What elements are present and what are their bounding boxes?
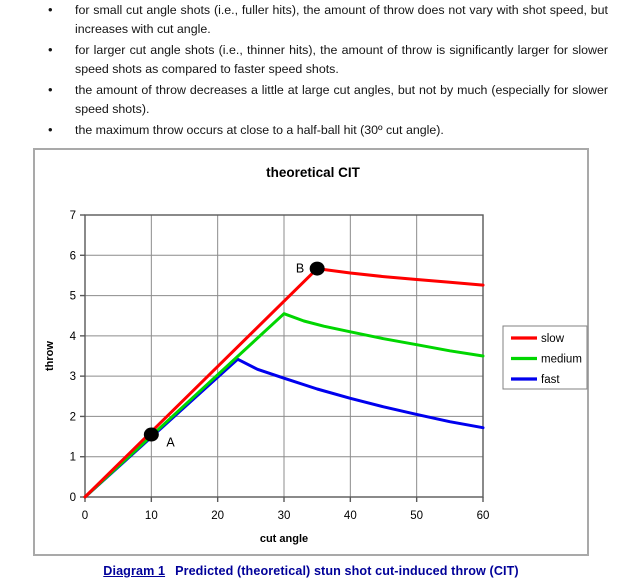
- bullet-marker: •: [48, 42, 53, 57]
- y-tick-label: 0: [70, 492, 76, 504]
- legend-label-slow: slow: [541, 333, 565, 345]
- y-tick-label: 6: [70, 250, 76, 262]
- bullet-item: • for larger cut angle shots (i.e., thin…: [48, 41, 608, 79]
- bullet-item: • the maximum throw occurs at close to a…: [48, 121, 608, 140]
- bullet-text: the amount of throw decreases a little a…: [75, 83, 608, 116]
- y-tick-label: 2: [70, 411, 76, 423]
- chart-title: theoretical CIT: [266, 165, 361, 180]
- x-tick-label: 30: [278, 510, 291, 522]
- chart-frame: theoretical CIT 0 10 20 30 40 50 60 0 1 2 3 4 5 6 7 cut …: [33, 148, 589, 556]
- figure-caption: Diagram 1 Predicted (theoretical) stun sh…: [0, 564, 622, 578]
- series-medium: [83, 312, 485, 499]
- bullet-item: • for small cut angle shots (i.e., fulle…: [48, 1, 608, 39]
- chart: theoretical CIT 0 10 20 30 40 50 60 0 1 2 3 4 5 6 7 cut …: [35, 150, 588, 558]
- point-marker-A: [143, 427, 159, 442]
- figure-caption-label: Diagram 1: [103, 564, 166, 578]
- x-tick-label: 10: [145, 510, 158, 522]
- figure-caption-text: Predicted (theoretical) stun shot cut-in…: [175, 564, 519, 578]
- bullet-text: for larger cut angle shots (i.e., thinne…: [75, 43, 608, 76]
- bullet-marker: •: [48, 82, 53, 97]
- legend-label-medium: medium: [541, 354, 582, 366]
- x-axis-title: cut angle: [260, 533, 308, 545]
- chart-canvas: theoretical CIT 0 10 20 30 40 50 60 0 1 2 3 4 5 6 7 cut …: [44, 165, 588, 545]
- y-tick-label: 5: [70, 291, 76, 303]
- y-tick-label: 3: [70, 371, 76, 383]
- series-fast: [83, 357, 485, 499]
- bullet-text: for small cut angle shots (i.e., fuller …: [75, 3, 608, 36]
- y-tick-label: 1: [70, 452, 76, 464]
- bullet-text: the maximum throw occurs at close to a h…: [75, 123, 444, 137]
- y-tick-label: 7: [70, 210, 76, 222]
- point-marker-B: [309, 261, 325, 276]
- x-tick-label: 50: [410, 510, 423, 522]
- bullet-marker: •: [48, 122, 53, 137]
- y-tick-label: 4: [70, 331, 77, 343]
- point-label-B: B: [296, 262, 304, 276]
- x-tick-label: 0: [82, 510, 88, 522]
- y-axis-title: throw: [44, 341, 56, 371]
- bullet-item: • the amount of throw decreases a little…: [48, 81, 608, 119]
- x-tick-label: 20: [211, 510, 224, 522]
- x-tick-label: 60: [477, 510, 490, 522]
- legend-label-fast: fast: [541, 374, 560, 386]
- bullet-list: • for small cut angle shots (i.e., fulle…: [48, 1, 608, 142]
- point-label-A: A: [166, 436, 175, 450]
- legend: slow medium fast: [502, 325, 588, 390]
- bullet-marker: •: [48, 2, 53, 17]
- x-tick-label: 40: [344, 510, 357, 522]
